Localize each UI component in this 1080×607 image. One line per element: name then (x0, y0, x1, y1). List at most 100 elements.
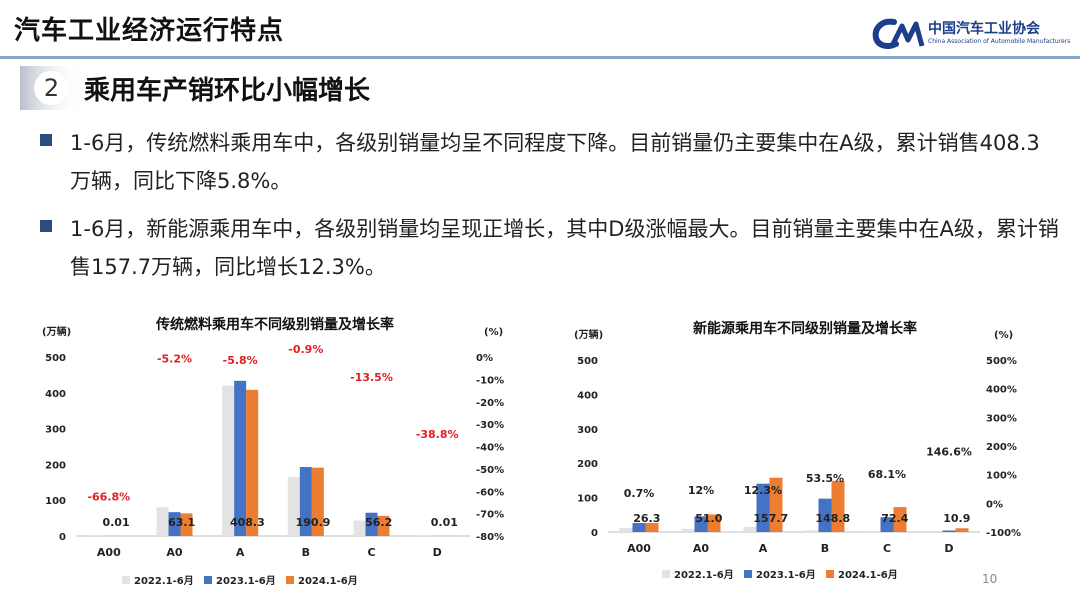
x-tick-label: C (367, 546, 375, 559)
y-tick-label: 300 (45, 425, 66, 436)
bar (743, 526, 757, 532)
y-tick-label: 200 (45, 460, 66, 471)
logo: 中国汽车工业协会 China Association of Automobile… (872, 16, 1072, 52)
chart-traditional-fuel-svg: 传统燃料乘用车不同级别销量及增长率 (万辆) (%) 0 100 200 300 400 500… (42, 316, 504, 587)
bar (222, 385, 235, 536)
data-label: 63.1 (168, 516, 195, 529)
bar (694, 516, 708, 532)
chart-title: 传统燃料乘用车不同级别销量及增长率 (155, 316, 394, 333)
y2-tick-label: -70% (476, 510, 504, 521)
legend-swatch (662, 570, 670, 578)
bar (893, 507, 907, 532)
bar (831, 480, 845, 532)
y2-tick-label: 0% (986, 499, 1003, 510)
legend-label: 2023.1-6月 (216, 575, 276, 587)
bar (769, 477, 783, 532)
y2-axis-label: (%) (994, 330, 1013, 341)
section-badge-shape (20, 66, 83, 110)
data-label: 408.3 (230, 516, 265, 529)
bar (168, 512, 181, 536)
y-tick-label: 100 (577, 494, 598, 505)
bar (756, 483, 770, 532)
y2-tick-label: -30% (476, 420, 504, 431)
bar (805, 530, 819, 532)
bar (955, 528, 969, 532)
y-tick-label: 500 (577, 356, 598, 367)
x-tick-label: C (883, 542, 891, 555)
y2-tick-label: -80% (476, 532, 504, 543)
legend-swatch (286, 576, 294, 584)
legend-swatch (826, 570, 834, 578)
y2-tick-label: -40% (476, 443, 504, 454)
y2-tick-label: -10% (476, 375, 504, 386)
data-label: 26.3 (633, 512, 660, 525)
x-tick-label: A (236, 546, 245, 559)
section-number: 2 (43, 74, 60, 102)
legend-swatch (204, 576, 212, 584)
data-label: 190.9 (296, 516, 331, 529)
header-rule (0, 56, 1080, 59)
growth-label: 12.3% (744, 484, 782, 497)
section-title: 乘用车产销环比小幅增长 (84, 76, 371, 106)
data-label: 148.8 (815, 512, 850, 525)
growth-label: 53.5% (806, 472, 844, 485)
y-tick-label: 0 (591, 528, 598, 539)
growth-label: 68.1% (868, 468, 906, 481)
x-tick-label: D (944, 542, 953, 555)
legend-label: 2022.1-6月 (134, 575, 194, 587)
y-tick-label: 300 (577, 425, 598, 436)
data-label: 0.01 (102, 516, 129, 529)
y-axis-label: (万辆) (574, 328, 603, 341)
legend-label: 2022.1-6月 (674, 569, 734, 581)
data-label: 0.01 (431, 516, 458, 529)
bar (234, 380, 247, 536)
y-tick-label: 400 (45, 389, 66, 400)
y2-tick-label: -20% (476, 398, 504, 409)
y2-tick-label: -60% (476, 487, 504, 498)
chart-new-energy: 新能源乘用车不同级别销量及增长率 (万辆) (%) 0 100 200 300 400 500 5… (540, 300, 1080, 600)
y2-axis-label: (%) (484, 327, 503, 338)
y2-tick-label: 0% (476, 353, 493, 364)
legend-label: 2024.1-6月 (838, 569, 898, 581)
y-tick-label: 500 (45, 353, 66, 364)
y-tick-label: 0 (59, 532, 66, 543)
bar (299, 467, 312, 536)
page-number: 10 (982, 572, 998, 586)
growth-label: -0.9% (288, 343, 323, 356)
x-tick-label: A0 (693, 542, 710, 555)
legend-label: 2024.1-6月 (298, 575, 358, 587)
x-tick-label: D (433, 546, 442, 559)
y2-tick-label: 200% (986, 442, 1017, 453)
caam-logo-icon (872, 18, 925, 49)
x-tick-label: A0 (166, 546, 183, 559)
bar (818, 498, 832, 532)
bar (645, 522, 659, 532)
y2-tick-label: -50% (476, 465, 504, 476)
bullet-text: 1-6月，新能源乘用车中，各级别销量均呈现正增长，其中D级涨幅最大。目前销量主要… (70, 217, 1059, 279)
growth-label: -5.2% (157, 353, 192, 366)
data-label: 51.0 (695, 512, 722, 525)
bar (942, 530, 956, 532)
bullet-text: 1-6月，传统燃料乘用车中，各级别销量均呈不同程度下降。目前销量仍主要集中在A级… (70, 131, 1040, 193)
data-label: 157.7 (753, 512, 788, 525)
data-label: 56.2 (365, 516, 392, 529)
section-badge: 2 (20, 66, 83, 110)
x-tick-label: A00 (97, 546, 121, 559)
logo-text-en: China Association of Automobile Manufact… (928, 38, 1071, 45)
chart-traditional-fuel: 传统燃料乘用车不同级别销量及增长率 (万辆) (%) 0 100 200 300 400 500… (0, 300, 540, 600)
bar (707, 514, 721, 532)
bar (246, 389, 259, 536)
x-tick-label: B (821, 542, 829, 555)
bar (353, 520, 366, 536)
y-tick-label: 200 (577, 459, 598, 470)
growth-label: 0.7% (624, 487, 655, 500)
y-axis-label: (万辆) (42, 325, 71, 338)
growth-label: -13.5% (350, 371, 393, 384)
growth-label: -38.8% (416, 428, 459, 441)
bar (311, 467, 324, 536)
x-tick-label: B (302, 546, 310, 559)
bar (619, 527, 633, 532)
x-tick-label: A (759, 542, 768, 555)
bar (632, 523, 646, 532)
growth-label: -5.8% (223, 354, 258, 367)
